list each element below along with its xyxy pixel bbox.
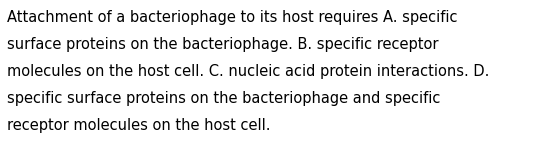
Text: Attachment of a bacteriophage to its host requires A. specific: Attachment of a bacteriophage to its hos… bbox=[7, 10, 458, 25]
Text: surface proteins on the bacteriophage. B. specific receptor: surface proteins on the bacteriophage. B… bbox=[7, 37, 439, 52]
Text: receptor molecules on the host cell.: receptor molecules on the host cell. bbox=[7, 118, 271, 133]
Text: molecules on the host cell. C. nucleic acid protein interactions. D.: molecules on the host cell. C. nucleic a… bbox=[7, 64, 489, 79]
Text: specific surface proteins on the bacteriophage and specific: specific surface proteins on the bacteri… bbox=[7, 91, 441, 106]
